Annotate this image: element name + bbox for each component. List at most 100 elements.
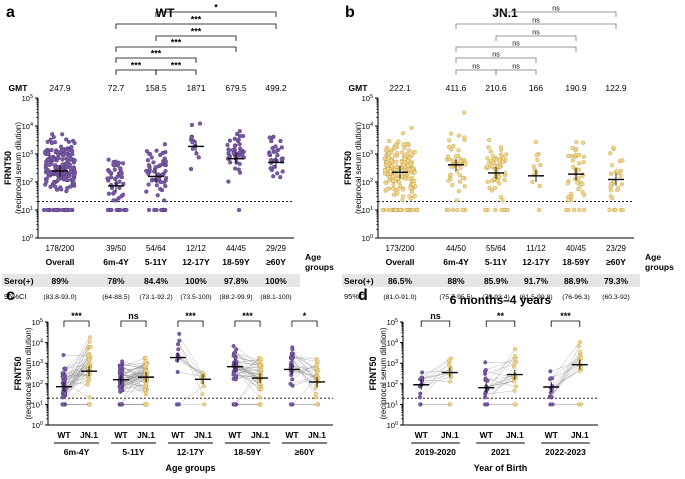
d-jn1-point bbox=[447, 358, 452, 363]
d-jn1-label: JN.1 bbox=[506, 430, 524, 440]
c-jn1-point bbox=[315, 402, 320, 407]
b-data-point bbox=[390, 178, 396, 184]
b-data-point bbox=[407, 167, 412, 172]
c-jn1-point bbox=[142, 388, 147, 393]
b-data-point bbox=[571, 164, 576, 170]
b-data-point bbox=[400, 197, 405, 203]
a-data-point bbox=[239, 153, 244, 158]
c-wt-point bbox=[289, 351, 294, 356]
tick-exponent: 3 bbox=[40, 359, 43, 365]
a-data-point bbox=[51, 180, 57, 185]
a-data-point bbox=[124, 207, 129, 213]
d-pair-line bbox=[551, 370, 580, 389]
b-data-point bbox=[501, 156, 506, 161]
a-ci-value: (88.2-99.9) bbox=[219, 294, 252, 301]
b-ci-value: (60.3-92) bbox=[602, 294, 630, 301]
c-jn1-point bbox=[256, 359, 261, 364]
c-wt-point bbox=[176, 402, 181, 407]
b-x-category: 18-59Y bbox=[562, 257, 590, 267]
b-data-point bbox=[390, 164, 395, 169]
c-wt-point bbox=[233, 355, 238, 360]
b-data-point bbox=[576, 186, 581, 192]
c-wt-point bbox=[176, 347, 181, 352]
b-data-point bbox=[409, 125, 414, 131]
b-data-point bbox=[487, 137, 492, 143]
a-data-point bbox=[58, 175, 63, 180]
c-pair-line bbox=[63, 354, 90, 357]
a-ylabel: FRNT50 bbox=[3, 151, 13, 185]
a-data-point bbox=[189, 134, 194, 140]
d-significance-bracket bbox=[420, 320, 451, 327]
d-jn1-point bbox=[513, 384, 518, 389]
c-pair-line bbox=[234, 357, 261, 363]
b-data-point bbox=[498, 195, 504, 200]
b-data-point bbox=[446, 207, 451, 213]
c-wt-point bbox=[117, 365, 122, 370]
b-data-point bbox=[620, 207, 625, 213]
d-pair-line bbox=[550, 345, 581, 398]
b-data-point bbox=[487, 185, 492, 190]
a-data-point bbox=[43, 151, 48, 156]
b-age-label-2: groups bbox=[645, 262, 674, 272]
b-data-point bbox=[576, 152, 582, 158]
b-data-point bbox=[396, 180, 402, 185]
d-wt-point bbox=[418, 402, 423, 407]
b-data-point bbox=[449, 131, 454, 136]
b-sero-value: 91.7% bbox=[524, 276, 549, 286]
c-ylabel-sub: (reciprocal serum dilution) bbox=[24, 327, 33, 419]
c-pair-line bbox=[234, 374, 261, 380]
a-data-point bbox=[64, 137, 69, 142]
a-data-point bbox=[149, 155, 154, 160]
a-data-point bbox=[105, 207, 111, 213]
b-comparison-label: ns bbox=[532, 30, 540, 37]
c-jn1-point bbox=[87, 377, 92, 382]
tick-exponent: 4 bbox=[370, 122, 373, 128]
b-data-point bbox=[577, 207, 582, 213]
b-sero-value: 79.3% bbox=[604, 276, 629, 286]
b-title: JN.1 bbox=[492, 6, 518, 20]
c-pair-line bbox=[291, 364, 318, 376]
c-pair-line bbox=[120, 365, 147, 382]
b-comparison-bracket bbox=[495, 11, 617, 17]
b-data-point bbox=[407, 148, 412, 153]
b-data-point bbox=[402, 160, 407, 165]
a-data-point bbox=[59, 187, 64, 192]
b-data-point bbox=[410, 207, 415, 213]
c-pair-line bbox=[177, 349, 204, 383]
a-data-point bbox=[49, 147, 54, 153]
c-significance-label: * bbox=[303, 311, 307, 321]
a-data-point bbox=[112, 167, 117, 172]
b-data-point bbox=[450, 182, 455, 188]
c-pair-line bbox=[234, 345, 261, 367]
d-y-tick-label: 102 bbox=[387, 380, 398, 389]
a-data-point bbox=[70, 165, 75, 171]
b-comparison-label: ns bbox=[472, 64, 480, 71]
c-pair-line bbox=[120, 362, 147, 366]
d-significance-label: ** bbox=[497, 311, 505, 321]
b-data-point bbox=[412, 193, 417, 199]
a-data-point bbox=[68, 169, 74, 174]
a-data-point bbox=[188, 166, 194, 172]
b-data-point bbox=[398, 183, 403, 188]
b-data-point bbox=[502, 177, 507, 183]
a-data-point bbox=[55, 164, 61, 170]
b-data-point bbox=[565, 181, 570, 186]
a-data-point bbox=[197, 121, 203, 126]
c-jn1-point bbox=[143, 355, 148, 360]
panel-d-birthyear-pairs: 6 months–4 years100101102103104105FRNT50… bbox=[368, 293, 598, 473]
b-data-point bbox=[450, 158, 455, 163]
panel-letter-d: d bbox=[358, 287, 368, 304]
c-jn1-point bbox=[88, 335, 93, 340]
b-sero-label: Sero(+) bbox=[344, 276, 374, 286]
b-data-point bbox=[406, 176, 411, 181]
c-wt-point bbox=[290, 364, 295, 369]
a-count: 178/200 bbox=[46, 244, 75, 253]
c-jn1-point bbox=[315, 359, 320, 364]
a-data-point bbox=[118, 207, 123, 213]
b-sero-value: 88.9% bbox=[564, 276, 589, 286]
b-data-point bbox=[582, 192, 587, 198]
a-data-point bbox=[108, 170, 113, 175]
b-data-point bbox=[447, 138, 452, 143]
b-gmt-value: 166 bbox=[529, 83, 543, 93]
a-gmt-value: 72.7 bbox=[108, 83, 125, 93]
